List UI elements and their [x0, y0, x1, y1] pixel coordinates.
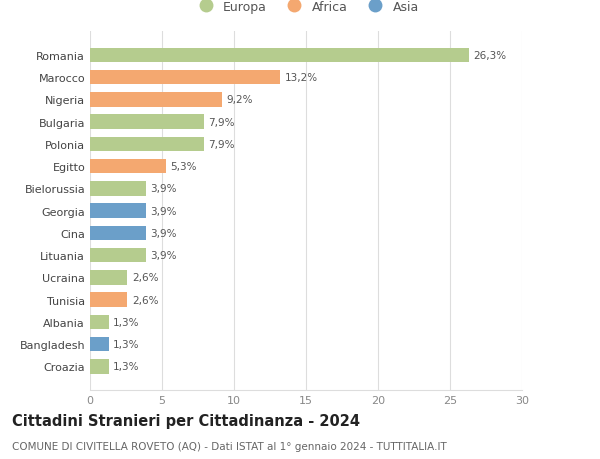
Text: 2,6%: 2,6%: [132, 295, 158, 305]
Text: 7,9%: 7,9%: [208, 118, 235, 127]
Bar: [90, 137, 204, 152]
Bar: [90, 71, 280, 85]
Bar: [90, 204, 146, 218]
Text: 3,9%: 3,9%: [151, 229, 177, 238]
Text: 1,3%: 1,3%: [113, 362, 140, 372]
Text: 3,9%: 3,9%: [151, 184, 177, 194]
Bar: [90, 226, 146, 241]
Bar: [90, 359, 109, 374]
Text: 7,9%: 7,9%: [208, 140, 235, 150]
Bar: [90, 270, 127, 285]
Text: COMUNE DI CIVITELLA ROVETO (AQ) - Dati ISTAT al 1° gennaio 2024 - TUTTITALIA.IT: COMUNE DI CIVITELLA ROVETO (AQ) - Dati I…: [12, 441, 447, 451]
Text: Cittadini Stranieri per Cittadinanza - 2024: Cittadini Stranieri per Cittadinanza - 2…: [12, 413, 360, 428]
Text: 26,3%: 26,3%: [473, 50, 506, 61]
Text: 1,3%: 1,3%: [113, 340, 140, 349]
Text: 3,9%: 3,9%: [151, 251, 177, 261]
Bar: [90, 115, 204, 129]
Text: 9,2%: 9,2%: [227, 95, 253, 105]
Bar: [90, 182, 146, 196]
Text: 5,3%: 5,3%: [170, 162, 197, 172]
Text: 13,2%: 13,2%: [284, 73, 317, 83]
Bar: [90, 315, 109, 330]
Bar: [90, 337, 109, 352]
Text: 2,6%: 2,6%: [132, 273, 158, 283]
Bar: [90, 93, 223, 107]
Bar: [90, 159, 166, 174]
Text: 1,3%: 1,3%: [113, 317, 140, 327]
Bar: [90, 48, 469, 63]
Text: 3,9%: 3,9%: [151, 206, 177, 216]
Legend: Europa, Africa, Asia: Europa, Africa, Asia: [188, 0, 424, 19]
Bar: [90, 293, 127, 307]
Bar: [90, 248, 146, 263]
